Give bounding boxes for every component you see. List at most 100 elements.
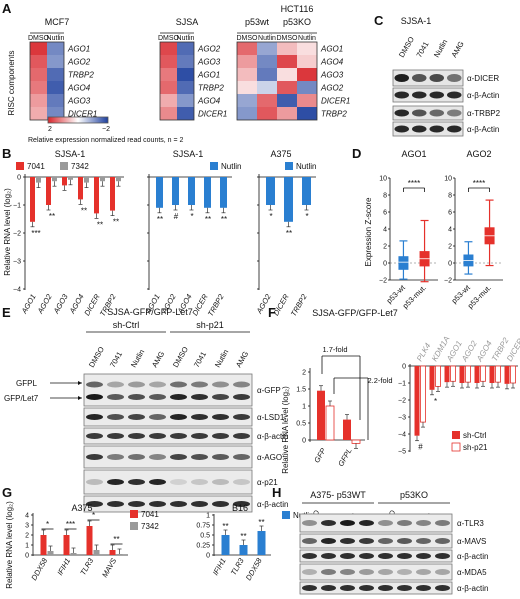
bar [46,177,51,205]
significance-mark: ** [81,206,87,215]
blot-band [394,74,409,82]
heatmap-cell [30,81,47,94]
y-tick-label: 0.75 [196,523,210,530]
blot-band [149,414,166,420]
heatmap-cell [237,55,257,68]
significance-mark: **** [408,179,420,188]
y-tick-label: 2 [25,533,29,540]
blot-strip [392,121,464,137]
blot-strip [83,495,253,513]
heatmap-cell [160,81,177,94]
blot-band [416,520,431,526]
blot-strip [83,445,253,469]
blot-band [340,585,355,591]
lane-label: DMSO [397,35,416,59]
bar [343,419,351,440]
heatmap-cell [277,81,297,94]
x-category-label: AGO3 [51,292,70,316]
blot-band [321,520,336,526]
heatmap-cell [160,42,177,55]
blot-band [359,553,374,559]
blot-band [412,125,427,133]
y-tick-label: −2 [398,398,406,405]
blot-band [107,454,124,460]
lane-label: 7041 [108,350,124,369]
blot-band [429,109,444,117]
x-category-label: GFP [312,447,328,465]
y-tick-label: 6 [448,210,452,217]
blot-band [416,569,431,575]
panel-title: SJSA-GFP/GFP-Let7 [107,307,193,317]
lane-label: 7041 [414,40,430,59]
blot-band [340,553,355,559]
blot-strip [83,373,253,407]
bar [504,366,510,384]
blot-band [378,569,393,575]
y-tick-label: −4 [13,287,21,294]
y-axis-label: Relative RNA level (log₂) [3,188,12,276]
heatmap-cell [237,94,257,107]
blot-band [212,479,229,485]
blot-band [340,520,355,526]
significance-mark: # [418,443,423,452]
bar [100,177,105,182]
blot-strip [392,87,464,103]
heatmap-cell [257,107,277,120]
lane-label: Nutlin [129,348,146,369]
blot-band [340,569,355,575]
bar [480,365,486,382]
y-tick-label: 10 [444,176,452,183]
significance-mark: * [92,511,95,520]
blot-band [191,479,208,485]
heatmap-cell [30,55,47,68]
bar [110,177,115,211]
blot-band [429,91,444,99]
bar [84,177,89,183]
significance-mark: ** [97,220,103,229]
heatmap-cell [297,68,317,81]
y-tick-label: 2 [448,244,452,251]
heatmap-cell [30,94,47,107]
bar [495,365,501,383]
blot-band [170,381,187,388]
gene-label: TRBP2 [198,84,224,93]
blot-band [435,585,450,591]
bar [465,365,471,383]
arrow-head [78,381,82,385]
y-tick-label: 0 [25,553,29,560]
heatmap-cell [177,81,194,94]
lane-label: 7041 [192,350,208,369]
bar [435,365,441,387]
panel-letter: A [2,1,12,16]
blot-strip [299,513,453,533]
blot-band [170,433,187,439]
y-tick-label: −3 [398,415,406,422]
antibody-label: α-β-actin [457,584,488,593]
blot-band [435,569,450,575]
heatmap-cell [297,81,317,94]
bar [239,545,248,555]
blot-band [233,414,250,420]
bar [40,535,47,555]
blot-band [233,501,250,507]
blot-band [212,433,229,439]
heatmap-cell [47,68,64,81]
blot-band [394,109,409,117]
x-category-label: IFIH1 [211,557,228,577]
bar [172,177,179,205]
bar [414,366,420,436]
blot-band [378,538,393,544]
bar [302,177,311,205]
y-tick-label: 0 [402,364,406,371]
heatmap-cell [297,42,317,55]
significance-mark: ** [113,535,119,544]
x-category-label: AGO1 [19,293,38,316]
gene-label: AGO2 [320,84,344,93]
condition-label: DMSO [237,35,259,42]
y-tick-label: 10 [379,176,387,183]
y-tick-label: 4 [383,227,387,234]
legend-label: 7342 [71,162,89,171]
blot-band [435,553,450,559]
bar [93,550,100,555]
blot-band [149,433,166,439]
